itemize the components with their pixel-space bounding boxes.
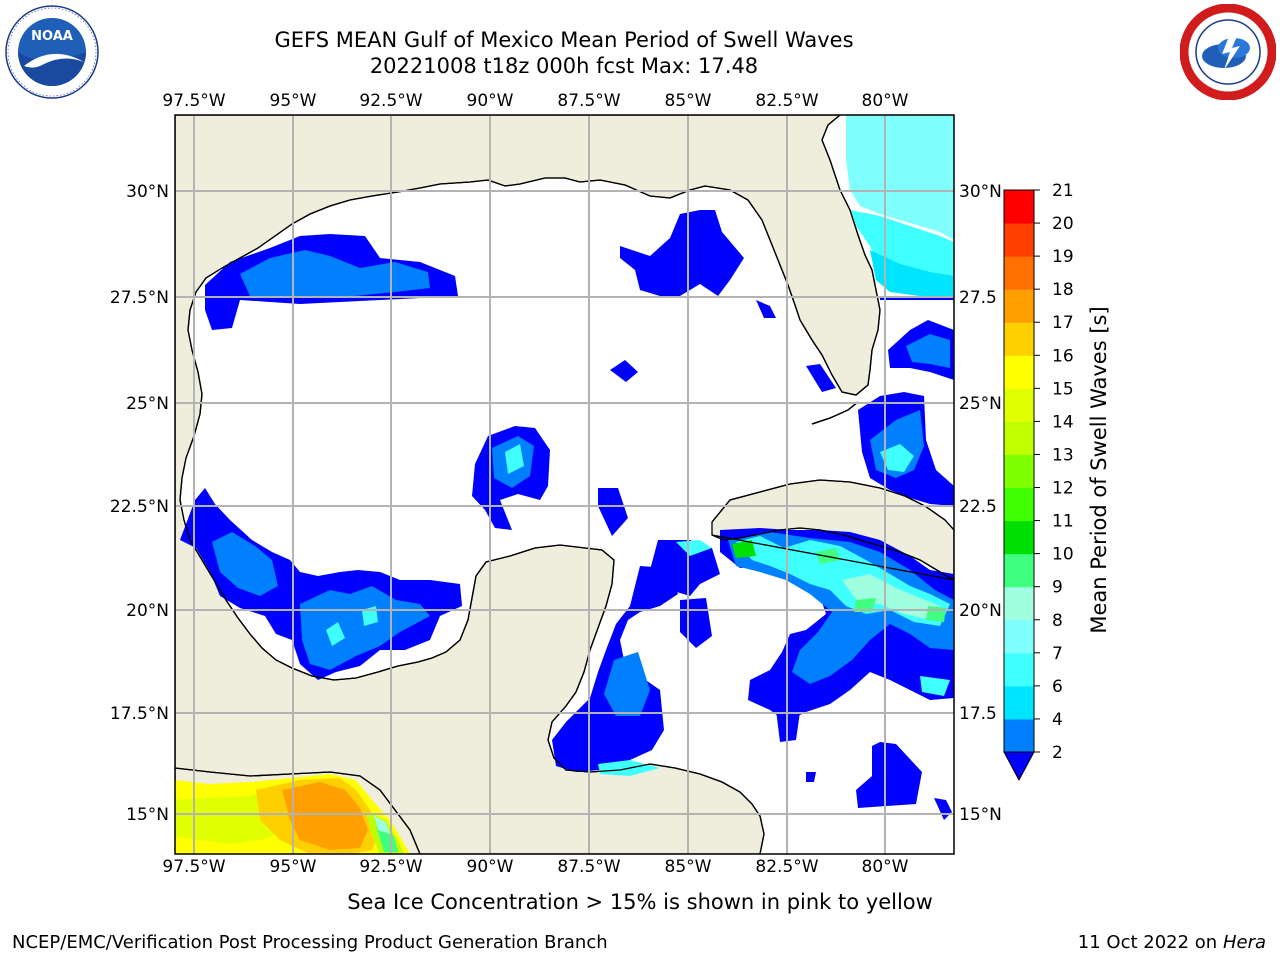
lon-label-top: 95°W [270, 91, 317, 111]
colorbar-segment [1004, 190, 1034, 224]
lat-label-left: 30°N [126, 182, 169, 202]
colorbar-tick-label: 18 [1052, 280, 1074, 300]
lon-label-bottom: 87.5°W [557, 857, 620, 877]
lat-label-left: 27.5°N [110, 288, 169, 308]
colorbar-segment [1004, 586, 1034, 621]
producer-credit: NCEP/EMC/Verification Post Processing Pr… [12, 932, 608, 953]
colorbar-segment [1004, 652, 1034, 687]
colorbar-tick-label: 20 [1052, 214, 1074, 234]
lon-label-top: 92.5°W [359, 91, 422, 111]
colorbar-segment [1004, 388, 1034, 422]
lon-label-top: 90°W [467, 91, 514, 111]
colorbar-segment [1004, 553, 1034, 588]
chart-title: GEFS MEAN Gulf of Mexico Mean Period of … [274, 28, 854, 52]
colorbar-tick-label: 19 [1052, 247, 1074, 267]
colorbar-tick-label: 15 [1052, 379, 1074, 399]
colorbar-tick-label: 8 [1052, 611, 1063, 631]
colorbar-tick-label: 4 [1052, 710, 1063, 730]
svg-text:★ ★ ★: ★ ★ ★ [1216, 90, 1239, 98]
colorbar-tick-label: 16 [1052, 346, 1074, 366]
colorbar-segment [1004, 718, 1034, 753]
colorbar-tick-label: 9 [1052, 578, 1063, 598]
colorbar-tick-label: 21 [1052, 181, 1074, 201]
lon-label-bottom: 90°W [467, 857, 514, 877]
colorbar-segment [1004, 454, 1034, 489]
lon-label-bottom: 85°W [665, 857, 712, 877]
lat-label-left: 25°N [126, 394, 169, 414]
colorbar-tick-label: 6 [1052, 677, 1063, 697]
lat-label-right: 22.5 [959, 497, 997, 517]
noaa-logo: NOAA [5, 5, 99, 99]
colorbar-segment [1004, 256, 1034, 290]
colorbar-extend-arrow [1003, 751, 1035, 782]
lat-label-left: 22.5°N [110, 497, 169, 517]
colorbar-segment [1004, 355, 1034, 389]
lat-label-left: 20°N [126, 601, 169, 621]
colorbar-tick-label: 17 [1052, 313, 1074, 333]
lon-label-top: 97.5°W [162, 91, 225, 111]
svg-text:NOAA: NOAA [31, 29, 73, 44]
colorbar: 2 4 6 7 8 9 10 11 12 13 14 15 16 17 18 19 20 21 [1003, 181, 1074, 782]
lat-label-right: 25°N [959, 394, 1002, 414]
lon-label-top: 87.5°W [557, 91, 620, 111]
lat-label-right: 17.5 [959, 704, 997, 724]
colorbar-tick-label: 13 [1052, 445, 1074, 465]
host-name: Hera [1222, 932, 1266, 953]
generation-date: 11 Oct 2022 on Hera [1077, 932, 1266, 953]
graticule [175, 115, 954, 854]
colorbar-segment [1004, 289, 1034, 323]
lon-label-bottom: 92.5°W [359, 857, 422, 877]
chart-subtitle: 20221008 t18z 000h fcst Max: 17.48 [369, 54, 759, 78]
colorbar-segment [1004, 685, 1034, 720]
lat-label-right: 20°N [959, 601, 1002, 621]
lat-label-right: 30°N [959, 182, 1002, 202]
lat-label-right: 27.5 [959, 288, 997, 308]
colorbar-tick-label: 11 [1052, 512, 1074, 532]
colorbar-tick-label: 2 [1052, 743, 1063, 763]
lon-label-top: 80°W [862, 91, 909, 111]
lon-label-bottom: 82.5°W [755, 857, 818, 877]
colorbar-frame [1003, 189, 1035, 753]
nws-logo: ★ ★ ★ [1180, 4, 1276, 100]
colorbar-segment [1004, 520, 1034, 555]
colorbar-segment [1004, 487, 1034, 522]
sea-ice-note: Sea Ice Concentration > 15% is shown in … [347, 890, 933, 914]
colorbar-tick-label: 10 [1052, 545, 1074, 565]
lat-label-left: 15°N [126, 805, 169, 825]
colorbar-segment [1004, 619, 1034, 654]
colorbar-segment [1004, 322, 1034, 356]
map-frame [174, 114, 955, 855]
colorbar-tick-label: 7 [1052, 644, 1063, 664]
lon-label-bottom: 97.5°W [162, 857, 225, 877]
lon-label-bottom: 80°W [862, 857, 909, 877]
colorbar-tick-label: 14 [1052, 412, 1074, 432]
lon-label-top: 85°W [665, 91, 712, 111]
colorbar-tick-label: 12 [1052, 479, 1074, 499]
colorbar-label: Mean Period of Swell Waves [s] [1087, 306, 1111, 633]
lon-label-top: 82.5°W [755, 91, 818, 111]
lat-label-left: 17.5°N [110, 704, 169, 724]
colorbar-segment [1004, 421, 1034, 455]
lon-label-bottom: 95°W [270, 857, 317, 877]
colorbar-segment [1004, 223, 1034, 257]
lat-label-right: 15°N [959, 805, 1002, 825]
